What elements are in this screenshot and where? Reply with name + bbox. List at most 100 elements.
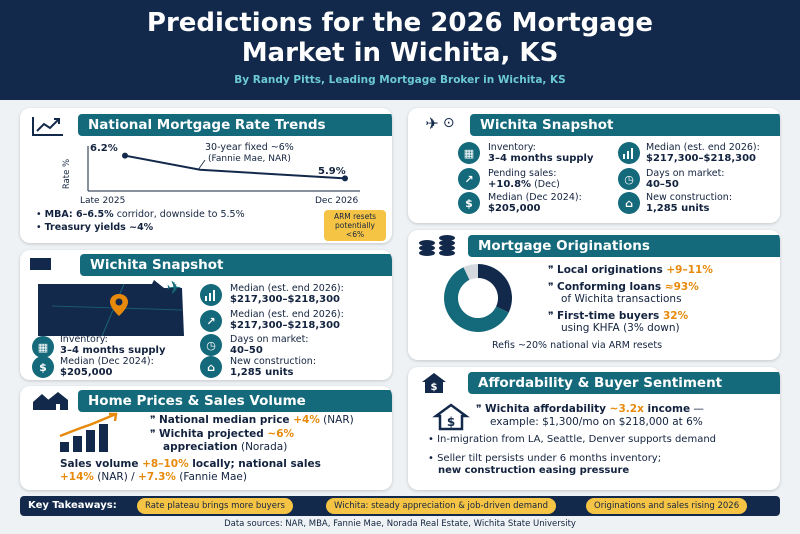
trend-chart-icon [30, 114, 66, 138]
snapshot-right-median2024: Median (Dec 2024): $205,000 [488, 192, 582, 214]
svg-text:$: $ [447, 415, 455, 429]
takeaway-pill-3: Originations and sales rising 2026 [586, 498, 748, 514]
home-prices-title: Home Prices & Sales Volume [78, 390, 392, 412]
rate-start-label: 6.2% [90, 143, 118, 154]
inventory-label: Inventory: [60, 334, 108, 345]
calendar-icon: ▦ [32, 336, 54, 358]
pending-label: Pending sales: [488, 168, 557, 179]
days-value: 40–50 [230, 345, 263, 356]
snapshot-left-title: Wichita Snapshot [80, 254, 392, 276]
seller-tilt-item: • Seller tilt persists under 6 months in… [428, 453, 662, 464]
takeaway-pill-1: Rate plateau brings more buyers [137, 498, 293, 514]
snapshot-left-inventory: Inventory: 3–4 months supply [60, 334, 165, 356]
snapshot-left-median1: Median (est. end 2026): $217,300–$218,30… [230, 283, 344, 305]
median2024-value-r: $205,000 [488, 203, 541, 214]
annotation-pointer [197, 159, 206, 171]
snapshot-left-median2: Median (est. end 2026): $217,300–$218,30… [230, 309, 344, 331]
originations-donut [444, 264, 512, 332]
bar-growth-icon [59, 412, 118, 452]
construction-icon-r: ⌂ [618, 192, 640, 214]
rate-point-end [342, 175, 348, 182]
rate-end-label: 5.9% [318, 166, 346, 177]
house-dollar-icon: $ [420, 371, 448, 395]
affordability-example: example: $1,300/mo on $218,000 at 6% [490, 416, 703, 428]
snapshot-right-median: Median (est. end 2026): $217,300–$218,30… [646, 142, 760, 164]
rate-trends-title: National Mortgage Rate Trends [78, 114, 392, 136]
house-dollar-icon-small: $ [432, 403, 470, 431]
coin-stacks-icon [416, 234, 460, 258]
rate-x-start: Late 2025 [80, 196, 126, 206]
rate-point-start [122, 152, 128, 159]
data-sources: Data sources: NAR, MBA, Fannie Mae, Nora… [224, 519, 576, 529]
national-median-item: ❞ National median price +4% (NAR) [150, 414, 354, 426]
sales-volume-line1: Sales volume +8–10% locally; national sa… [60, 458, 321, 470]
originations-item2: ❞ Conforming loans ≈93% [548, 281, 699, 293]
snapshot-left-construction: New construction: 1,285 units [230, 356, 316, 378]
snapshot-right-inventory: Inventory: 3–4 months supply [488, 142, 593, 164]
construction-label: New construction: [230, 356, 317, 367]
originations-item3: ❞ First-time buyers 32% [548, 310, 689, 322]
clock-icon-r: ◷ [618, 168, 640, 190]
first-time-value: 32% [659, 310, 689, 322]
wichita-projected-label: Wichita projected [159, 428, 264, 440]
snapshot-right-title: Wichita Snapshot [470, 114, 780, 136]
dollar-icon: $ [32, 356, 54, 378]
originations-item1: ❞ Local originations +9–11% [548, 264, 713, 276]
snapshot-right-days: Days on market: 40–50 [646, 168, 725, 190]
construction-value: 1,285 units [230, 367, 294, 378]
construction-label-r: New construction: [646, 192, 733, 203]
kansas-icon [28, 255, 54, 273]
national-median-source: (NAR) [319, 414, 354, 426]
median2024-value: $205,000 [60, 367, 113, 378]
treasury-yields: Treasury yields ~4% [44, 222, 154, 233]
snapshot-left-median2024: Median (Dec 2024): $205,000 [60, 356, 154, 378]
wichita-projected-item: ❞ Wichita projected ~6% [150, 428, 295, 440]
calendar-icon-r: ▦ [458, 142, 480, 164]
sales-volume-local: +8–10% [142, 458, 189, 470]
in-migration-item: • In-migration from LA, Seattle, Denver … [428, 434, 717, 445]
first-time-label: First-time buyers [557, 310, 660, 322]
home-prices-card: Home Prices & Sales Volume ❞ National me… [20, 386, 392, 490]
days-label-r: Days on market: [646, 168, 725, 179]
originations-item3-line2: using KHFA (3% down) [561, 322, 680, 334]
page-header: Predictions for the 2026 Mortgage Market… [0, 0, 800, 100]
rate-series-line [124, 154, 346, 180]
byline: By Randy Pitts, Leading Mortgage Broker … [234, 74, 566, 86]
local-originations-label: Local originations [557, 264, 663, 276]
snapshot-left-card: Wichita Snapshot ✈ Median (est. end 2026… [20, 250, 392, 380]
donut-segment-2 [444, 267, 509, 332]
arm-note-line2: potentially [335, 221, 375, 230]
sales-fannie-source: (Fannie Mae) [175, 471, 247, 483]
originations-card: Mortgage Originations ❞ Local originatio… [408, 230, 780, 360]
snapshot-right-pending: Pending sales: +10.8% (Dec) [488, 168, 560, 190]
days-value-r: 40–50 [646, 179, 679, 190]
snapshot-right-card: ✈ ⊙ Wichita Snapshot ▦ Inventory: 3–4 mon… [408, 108, 780, 223]
median-value-r: $217,300–$218,300 [646, 153, 757, 164]
pending-suffix: (Dec) [531, 179, 560, 190]
refis-note: Refis ~20% national via ARM resets [492, 340, 663, 351]
seller-tilt-line1: Seller tilt persists under 6 months inve… [437, 453, 662, 464]
median2-value: $217,300–$218,300 [230, 320, 341, 331]
rate-y-axis-label: Rate % [62, 158, 73, 190]
donut-segment-1 [478, 264, 512, 313]
rate-chart [87, 146, 360, 192]
key-takeaways-bar: Key Takeaways: Rate plateau brings more … [20, 496, 780, 516]
rate-bullet-mba: • MBA: 6–6.5% corridor, downside to 5.5% [36, 209, 245, 220]
affordability-ratio: ~3.2x [606, 403, 644, 415]
in-migration-text: In-migration from LA, Seattle, Denver su… [437, 434, 717, 445]
inventory-label-r: Inventory: [488, 142, 536, 153]
median2-label: Median (est. end 2026): [230, 309, 344, 320]
appreciation-source: (Norada) [237, 441, 288, 453]
median-label-r: Median (est. end 2026): [646, 142, 760, 153]
affordability-dash: — [690, 403, 704, 415]
takeaway-pill-2: Wichita: steady appreciation & job-drive… [326, 498, 557, 514]
sales-volume-line2: +14% (NAR) / +7.3% (Fannie Mae) [60, 471, 247, 483]
conforming-label: Conforming loans [557, 281, 662, 293]
houses-icon [30, 390, 70, 412]
sales-volume-label: Sales volume [60, 458, 143, 470]
median1-label: Median (est. end 2026): [230, 283, 344, 294]
page-title-line1: Predictions for the 2026 Mortgage [146, 8, 654, 38]
rate-bullet-treasury: • Treasury yields ~4% [36, 222, 154, 233]
arm-note-badge: ARM resets potentially <6% [324, 210, 386, 241]
arm-note-line1: ARM resets [333, 212, 377, 221]
